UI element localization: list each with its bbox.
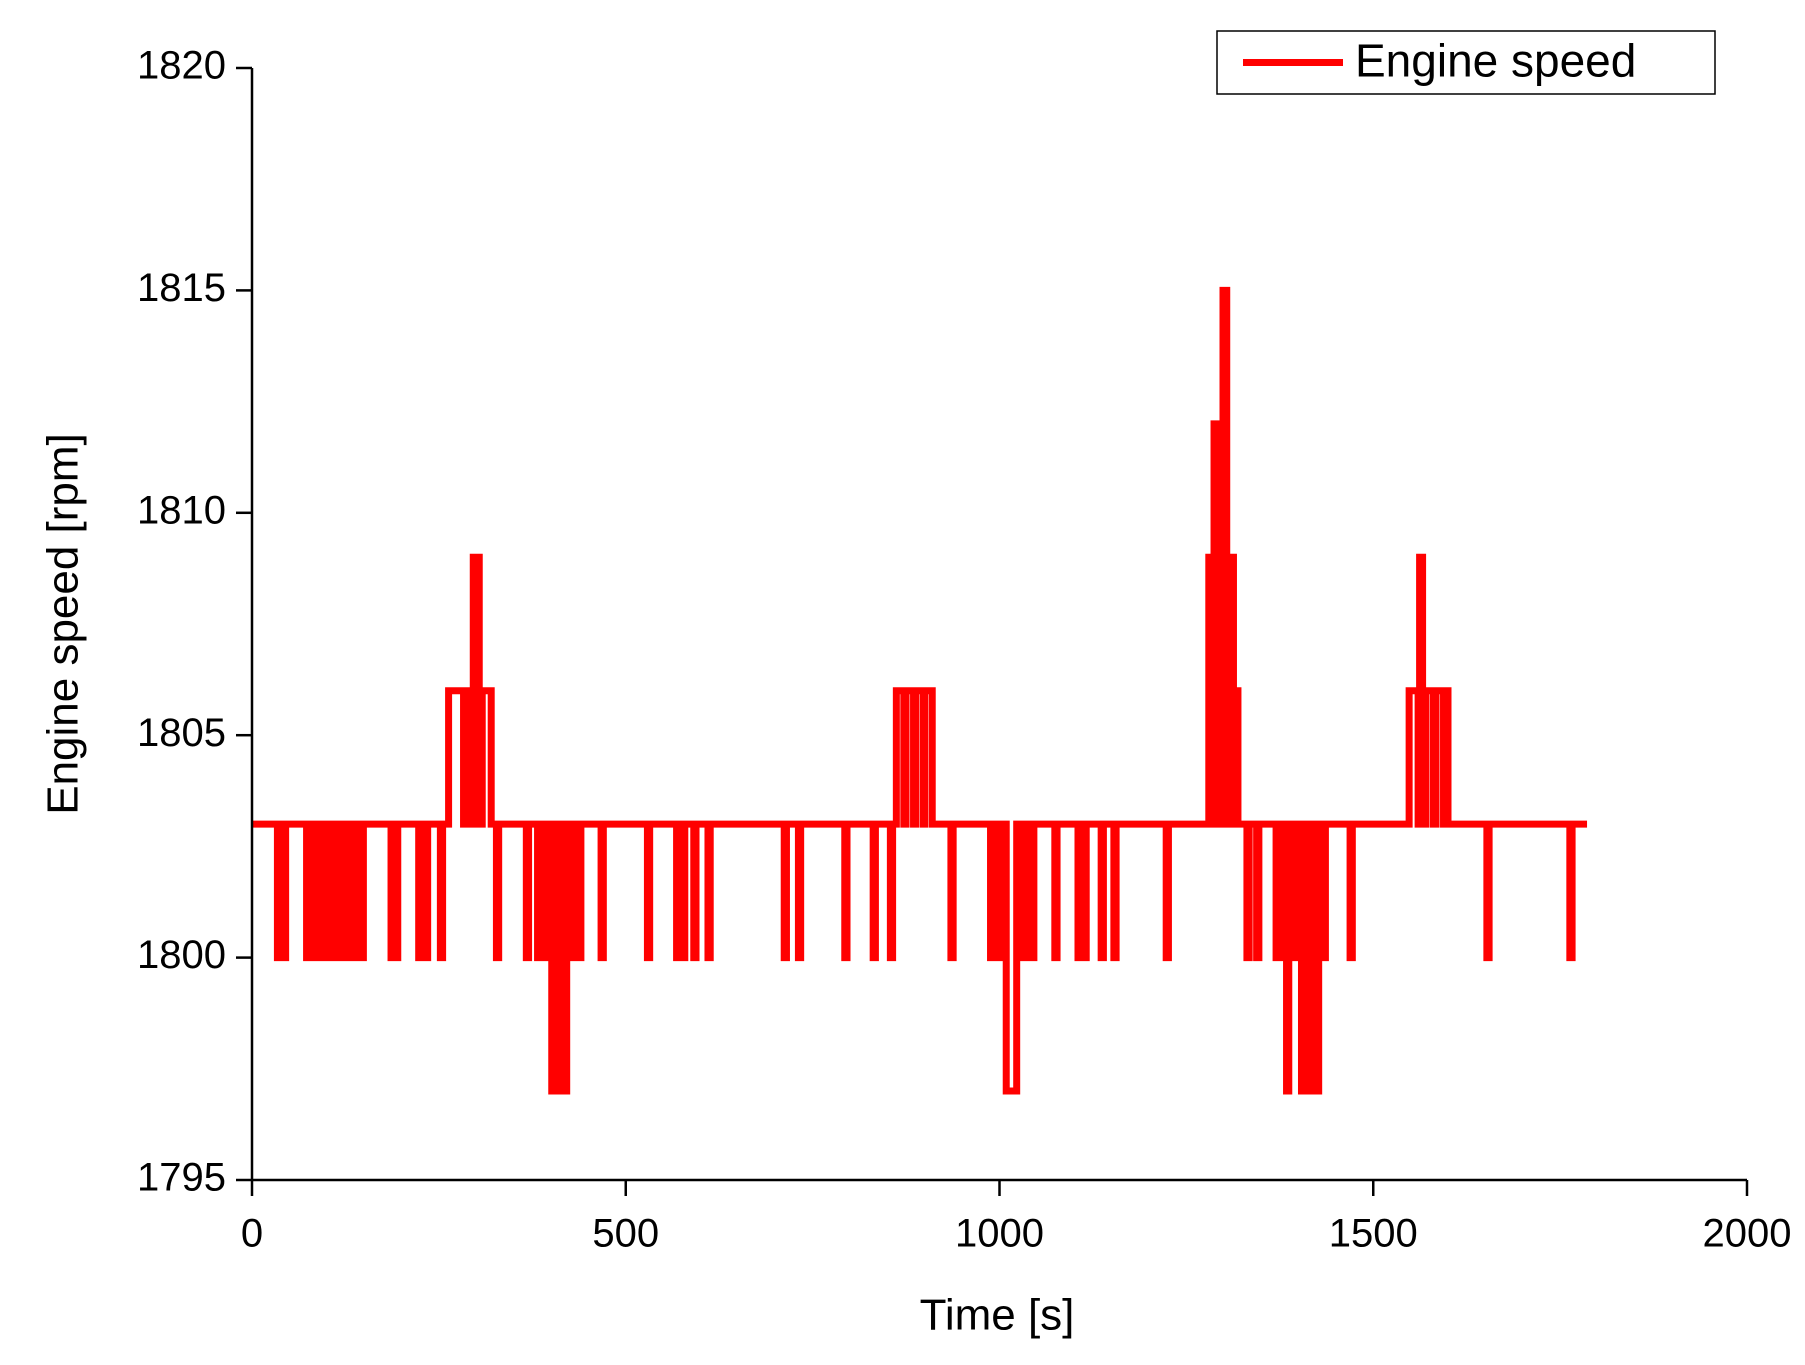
y-axis-label: Engine speed [rpm] [39, 433, 88, 815]
x-tick-label: 1000 [955, 1212, 1044, 1256]
x-tick-label: 500 [592, 1212, 659, 1256]
y-tick-label: 1810 [137, 488, 226, 532]
data-line [252, 286, 1588, 1095]
y-tick-label: 1805 [137, 711, 226, 755]
y-tick-label: 1795 [137, 1156, 226, 1200]
x-tick-label: 2000 [1703, 1212, 1792, 1256]
x-tick-label: 1500 [1329, 1212, 1418, 1256]
x-axis-label: Time [s] [920, 1291, 1075, 1340]
y-tick-label: 1820 [137, 44, 226, 88]
legend-label: Engine speed [1355, 35, 1636, 87]
y-tick-label: 1815 [137, 266, 226, 310]
y-tick-label: 1800 [137, 933, 226, 977]
x-tick-label: 0 [241, 1212, 263, 1256]
